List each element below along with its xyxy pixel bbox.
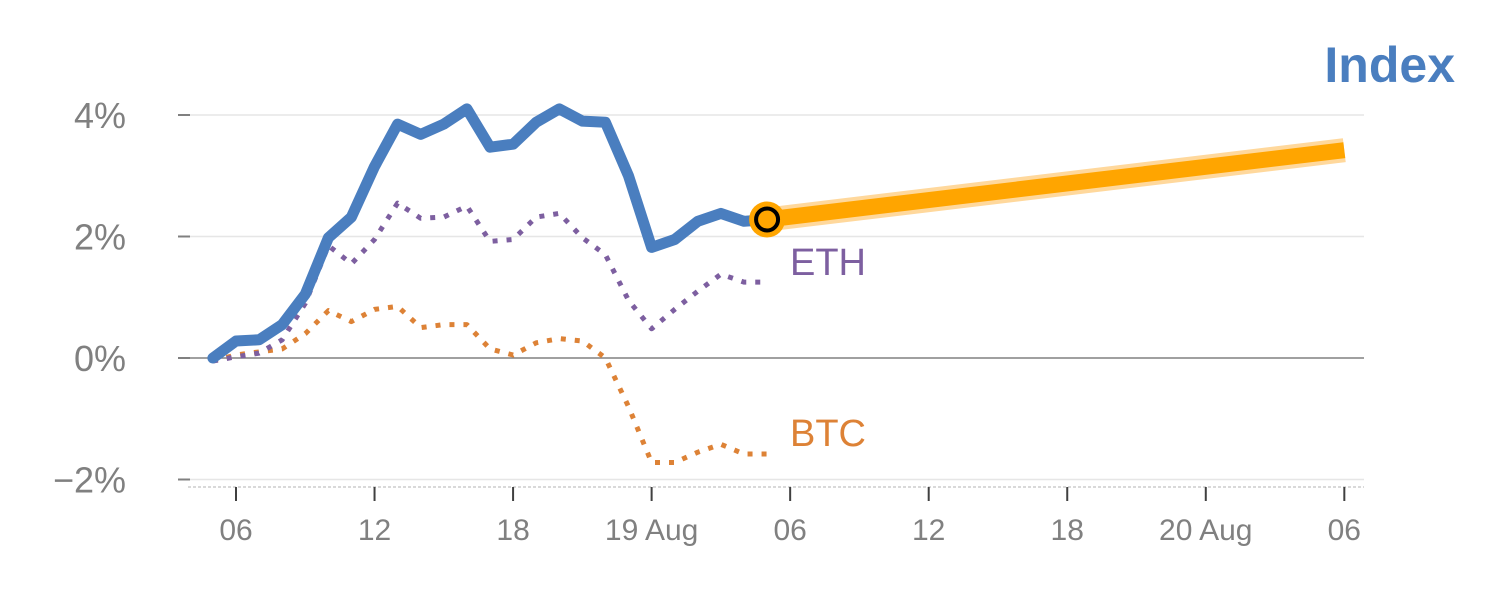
x-axis-tick-labels: 06 12 18 19 Aug 06 12 18 20 Aug 06 [219, 514, 1361, 547]
x-tick-label: 20 Aug [1159, 514, 1252, 547]
x-tick-label: 18 [496, 514, 529, 547]
chart-title: Index [1324, 37, 1455, 93]
series-line-index [207, 103, 773, 364]
x-tick-label: 19 Aug [605, 514, 698, 547]
series-line-eth [212, 200, 768, 364]
series-labels: Index ETH BTC [790, 37, 1455, 455]
x-tick-label: 12 [358, 514, 391, 547]
x-tick-label: 06 [1328, 514, 1361, 547]
x-tick-label: 12 [912, 514, 945, 547]
y-tick-label: 0% [74, 338, 126, 379]
x-axis [188, 486, 1364, 501]
current-value-marker [749, 201, 786, 238]
x-tick-label: 18 [1051, 514, 1084, 547]
series-line-btc [212, 303, 768, 465]
marker-dot [754, 206, 781, 233]
x-tick-label: 06 [219, 514, 252, 547]
y-tick-label: −2% [53, 460, 126, 501]
y-axis-tick-labels: 4% 2% 0% −2% [53, 95, 126, 501]
series-label-btc: BTC [790, 413, 866, 455]
y-tick-label: 2% [74, 217, 126, 258]
series-label-eth: ETH [790, 242, 866, 284]
series-lines [207, 103, 1346, 465]
y-tick-label: 4% [74, 95, 126, 136]
x-tick-label: 06 [773, 514, 806, 547]
projection-line [766, 142, 1346, 228]
